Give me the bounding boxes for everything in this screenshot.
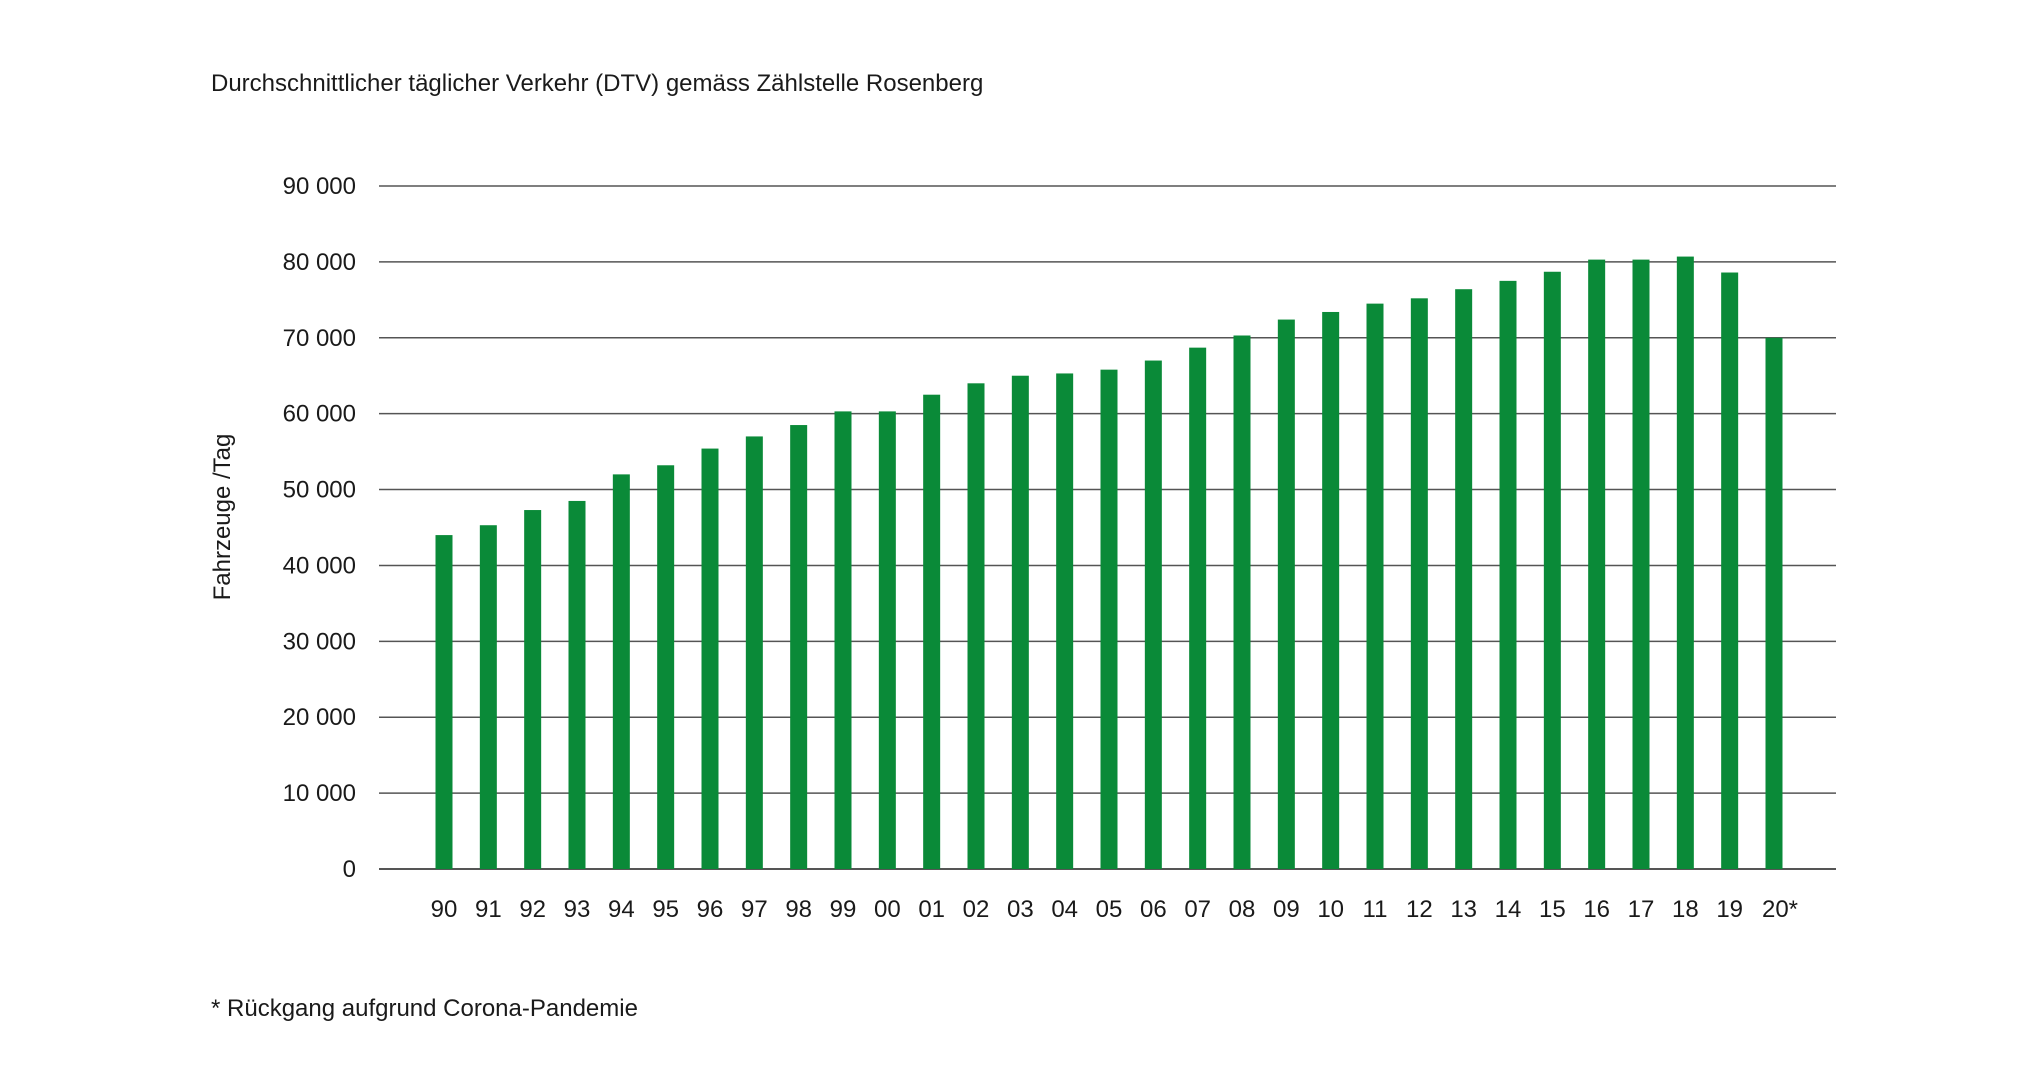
x-tick-label: 02 [963,896,990,923]
x-tick-label: 01 [918,896,945,923]
x-tick-label: 96 [697,896,724,923]
bar-08 [1233,335,1251,869]
bar-92 [524,510,542,869]
y-tick-label: 10 000 [283,780,356,807]
chart-footnote: * Rückgang aufgrund Corona-Pandemie [211,995,638,1022]
x-tick-label: 11 [1363,896,1388,923]
x-tick-label: 99 [830,896,857,923]
x-tick-label: 92 [519,896,546,923]
x-tick-label: 19 [1716,896,1743,923]
x-tick-label: 00 [874,896,901,923]
x-tick-label: 13 [1450,896,1477,923]
bar-10 [1322,311,1340,869]
bar-97 [745,436,763,869]
bar-04 [1056,373,1074,869]
x-tick-label: 98 [785,896,812,923]
y-tick-label: 20 000 [283,704,356,731]
y-tick-label: 40 000 [283,552,356,579]
x-tick-label: 94 [608,896,635,923]
bars [435,256,1783,870]
x-tick-label: 91 [475,896,502,923]
bar-11 [1366,303,1384,869]
x-tick-label: 95 [652,896,679,923]
x-tick-label: 09 [1273,896,1300,923]
y-axis-label: Fahrzeuge /Tag [209,434,236,601]
y-tick-label: 30 000 [283,628,356,655]
x-tick-label: 04 [1051,896,1078,923]
bar-02 [967,383,985,869]
bar-18 [1676,256,1694,869]
x-tick-label: 17 [1628,896,1655,923]
bar-01 [923,394,941,869]
y-tick-label: 60 000 [283,401,356,428]
x-tick-label: 15 [1539,896,1566,923]
bar-94 [612,474,630,869]
x-tick-label: 03 [1007,896,1034,923]
bar-95 [657,465,675,869]
y-tick-label: 50 000 [283,477,356,504]
bar-17 [1632,259,1650,870]
y-tick-labels: 0 10 000 20 000 30 000 40 000 50 000 60 000 70 … [283,173,356,883]
x-tick-label: 06 [1140,896,1167,923]
y-tick-label: 0 [343,856,356,883]
chart-title: Durchschnittlicher täglicher Verkehr (DT… [211,70,984,97]
x-tick-label: 08 [1229,896,1256,923]
bar-14 [1499,280,1517,870]
bar-05 [1100,369,1118,869]
y-tick-label: 80 000 [283,249,356,276]
x-tick-label: 14 [1495,896,1522,923]
x-tick-label: 97 [741,896,768,923]
x-tick-label: 07 [1184,896,1211,923]
bar-15 [1543,271,1561,869]
x-tick-label: 18 [1672,896,1699,923]
bar-12 [1410,298,1428,869]
x-tick-label: 10 [1317,896,1344,923]
x-tick-label: 20* [1762,896,1798,923]
bar-00 [878,411,896,869]
x-tick-label: 90 [431,896,458,923]
y-tick-label: 90 000 [283,173,356,200]
bar-96 [701,448,719,869]
bar-13 [1455,289,1473,870]
bar-20 [1765,337,1783,869]
x-tick-label: 12 [1406,896,1433,923]
bar-19 [1721,272,1739,870]
bar-91 [479,525,497,869]
bar-06 [1144,360,1162,869]
bar-09 [1277,319,1295,869]
bar-99 [834,411,852,869]
bar-93 [568,500,586,869]
y-tick-label: 70 000 [283,325,356,352]
x-tick-label: 05 [1096,896,1123,923]
x-tick-label: 93 [564,896,591,923]
x-tick-labels: 90 91 92 93 94 95 96 97 98 99 00 01 02 03 04 05 06 07 08 09… [431,896,1798,923]
bar-98 [790,425,808,869]
bar-90 [435,535,453,869]
bar-16 [1588,259,1606,870]
x-tick-label: 16 [1583,896,1610,923]
bar-03 [1011,375,1029,869]
bar-07 [1189,347,1207,870]
